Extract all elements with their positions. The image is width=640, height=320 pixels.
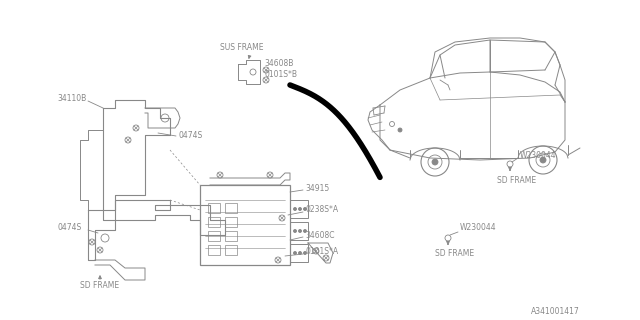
- Circle shape: [303, 252, 307, 254]
- Bar: [225, 245, 237, 255]
- Bar: [208, 217, 220, 227]
- Text: 0101S*A: 0101S*A: [305, 247, 338, 257]
- Bar: [208, 231, 220, 241]
- Text: W230044: W230044: [460, 223, 497, 233]
- Text: 0101S*B: 0101S*B: [264, 69, 297, 78]
- Text: 0474S: 0474S: [57, 223, 81, 233]
- Text: 0238S*A: 0238S*A: [305, 205, 338, 214]
- Bar: [208, 203, 220, 213]
- Circle shape: [294, 252, 296, 254]
- Text: SD FRAME: SD FRAME: [435, 250, 474, 259]
- Text: 0474S: 0474S: [178, 131, 202, 140]
- Bar: [225, 231, 237, 241]
- Circle shape: [294, 207, 296, 211]
- Circle shape: [298, 229, 301, 233]
- Circle shape: [303, 229, 307, 233]
- Bar: [200, 185, 290, 265]
- Circle shape: [294, 229, 296, 233]
- Bar: [290, 244, 308, 262]
- Text: 34608C: 34608C: [305, 230, 335, 239]
- Text: W230044: W230044: [520, 150, 557, 159]
- Circle shape: [298, 252, 301, 254]
- Text: A341001417: A341001417: [531, 308, 580, 316]
- Text: 34608B: 34608B: [264, 59, 293, 68]
- Circle shape: [398, 128, 402, 132]
- Circle shape: [540, 157, 546, 163]
- Circle shape: [298, 207, 301, 211]
- Bar: [290, 222, 308, 240]
- Circle shape: [432, 159, 438, 165]
- Text: 34110B: 34110B: [57, 93, 86, 102]
- Circle shape: [303, 207, 307, 211]
- Bar: [225, 203, 237, 213]
- Bar: [208, 245, 220, 255]
- Text: SD FRAME: SD FRAME: [80, 281, 119, 290]
- Text: SD FRAME: SD FRAME: [497, 175, 536, 185]
- Text: 34915: 34915: [305, 183, 329, 193]
- Bar: [225, 217, 237, 227]
- Text: SUS FRAME: SUS FRAME: [220, 43, 264, 52]
- Bar: [290, 200, 308, 218]
